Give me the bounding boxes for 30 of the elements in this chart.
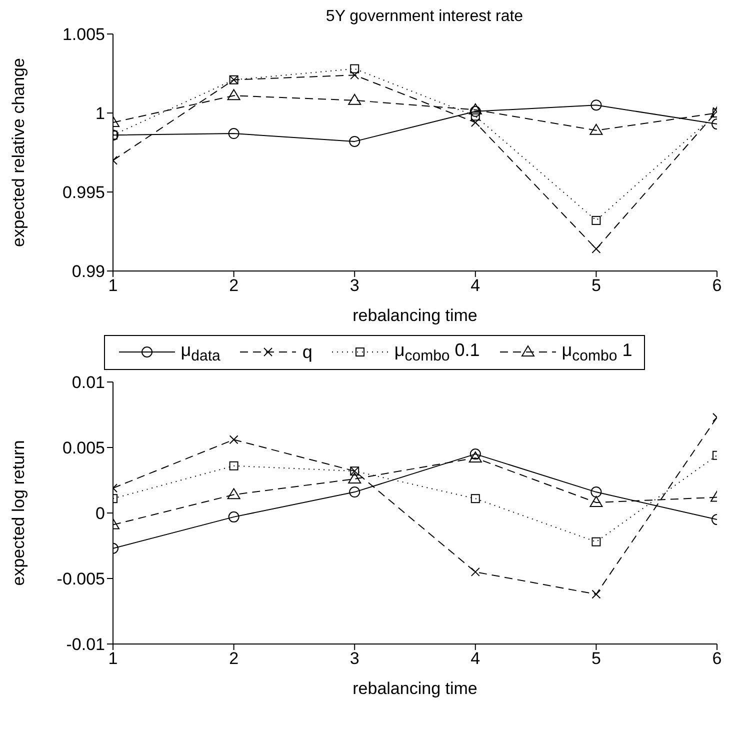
legend-label: μ$_{combo}$ 1 [562, 340, 632, 365]
x-tick-label: 4 [470, 648, 480, 668]
x-tick-label: 5 [591, 276, 601, 296]
y-tick-label: 0.99 [72, 262, 105, 282]
y-tick-label: 0.995 [62, 183, 105, 202]
x-axis-title: rebalancing time [352, 678, 478, 698]
legend-label: μ$_{combo}$ 0.1 [394, 340, 480, 365]
y-tick-label: 0.005 [62, 438, 105, 458]
x-tick-label: 3 [350, 276, 360, 296]
y-tick-label: 1 [96, 104, 105, 124]
x-tick-label: 2 [229, 648, 239, 668]
legend-label: μ$_{data}$ [180, 340, 220, 365]
y-tick-label: -0.01 [66, 634, 105, 654]
y-tick-label: 1.005 [62, 25, 105, 44]
y-tick-label: -0.005 [56, 569, 105, 588]
y-tick-label: 0.01 [72, 372, 105, 392]
x-axis-title: rebalancing time [352, 306, 478, 325]
x-tick-label: 1 [108, 648, 118, 668]
x-tick-label: 2 [229, 276, 239, 296]
x-tick-label: 4 [470, 276, 480, 296]
x-tick-label: 6 [712, 276, 722, 296]
x-tick-label: 5 [591, 648, 601, 668]
y-axis-title: expected log return [9, 440, 28, 586]
y-axis-title: expected relative change [9, 58, 28, 248]
x-tick-label: 1 [108, 276, 118, 296]
x-tick-label: 6 [712, 648, 722, 668]
x-tick-label: 3 [350, 648, 360, 668]
legend-label: q [302, 342, 312, 363]
chart-title: 5Y government interest rate [324, 8, 524, 26]
y-tick-label: 0 [96, 504, 105, 523]
